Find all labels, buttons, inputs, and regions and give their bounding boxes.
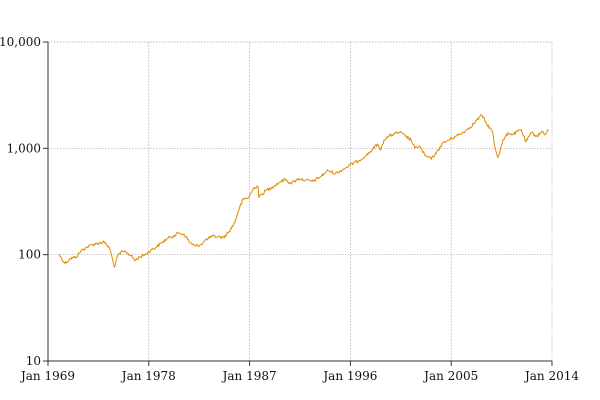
gridlines <box>48 41 553 361</box>
x-tick-label: Jan 1969 <box>19 369 75 383</box>
y-tick-label: 1,000 <box>7 141 41 155</box>
y-tick-labels: 10 100 1,000 10,000 <box>0 35 48 368</box>
series-line <box>58 114 549 268</box>
x-tick-label: Jan 1996 <box>321 369 377 383</box>
y-tick-label: 100 <box>18 248 41 262</box>
x-tick-labels: Jan 1969 Jan 1978 Jan 1987 Jan 1996 Jan 2005… <box>19 361 579 383</box>
x-tick-label: Jan 2005 <box>422 369 478 383</box>
y-tick-label: 10,000 <box>0 35 41 49</box>
axes <box>47 42 552 362</box>
x-tick-label: Jan 1978 <box>120 369 176 383</box>
x-tick-label: Jan 2014 <box>523 369 579 383</box>
y-tick-label: 10 <box>26 354 41 368</box>
series-lines <box>58 114 549 268</box>
x-tick-label: Jan 1987 <box>221 369 277 383</box>
